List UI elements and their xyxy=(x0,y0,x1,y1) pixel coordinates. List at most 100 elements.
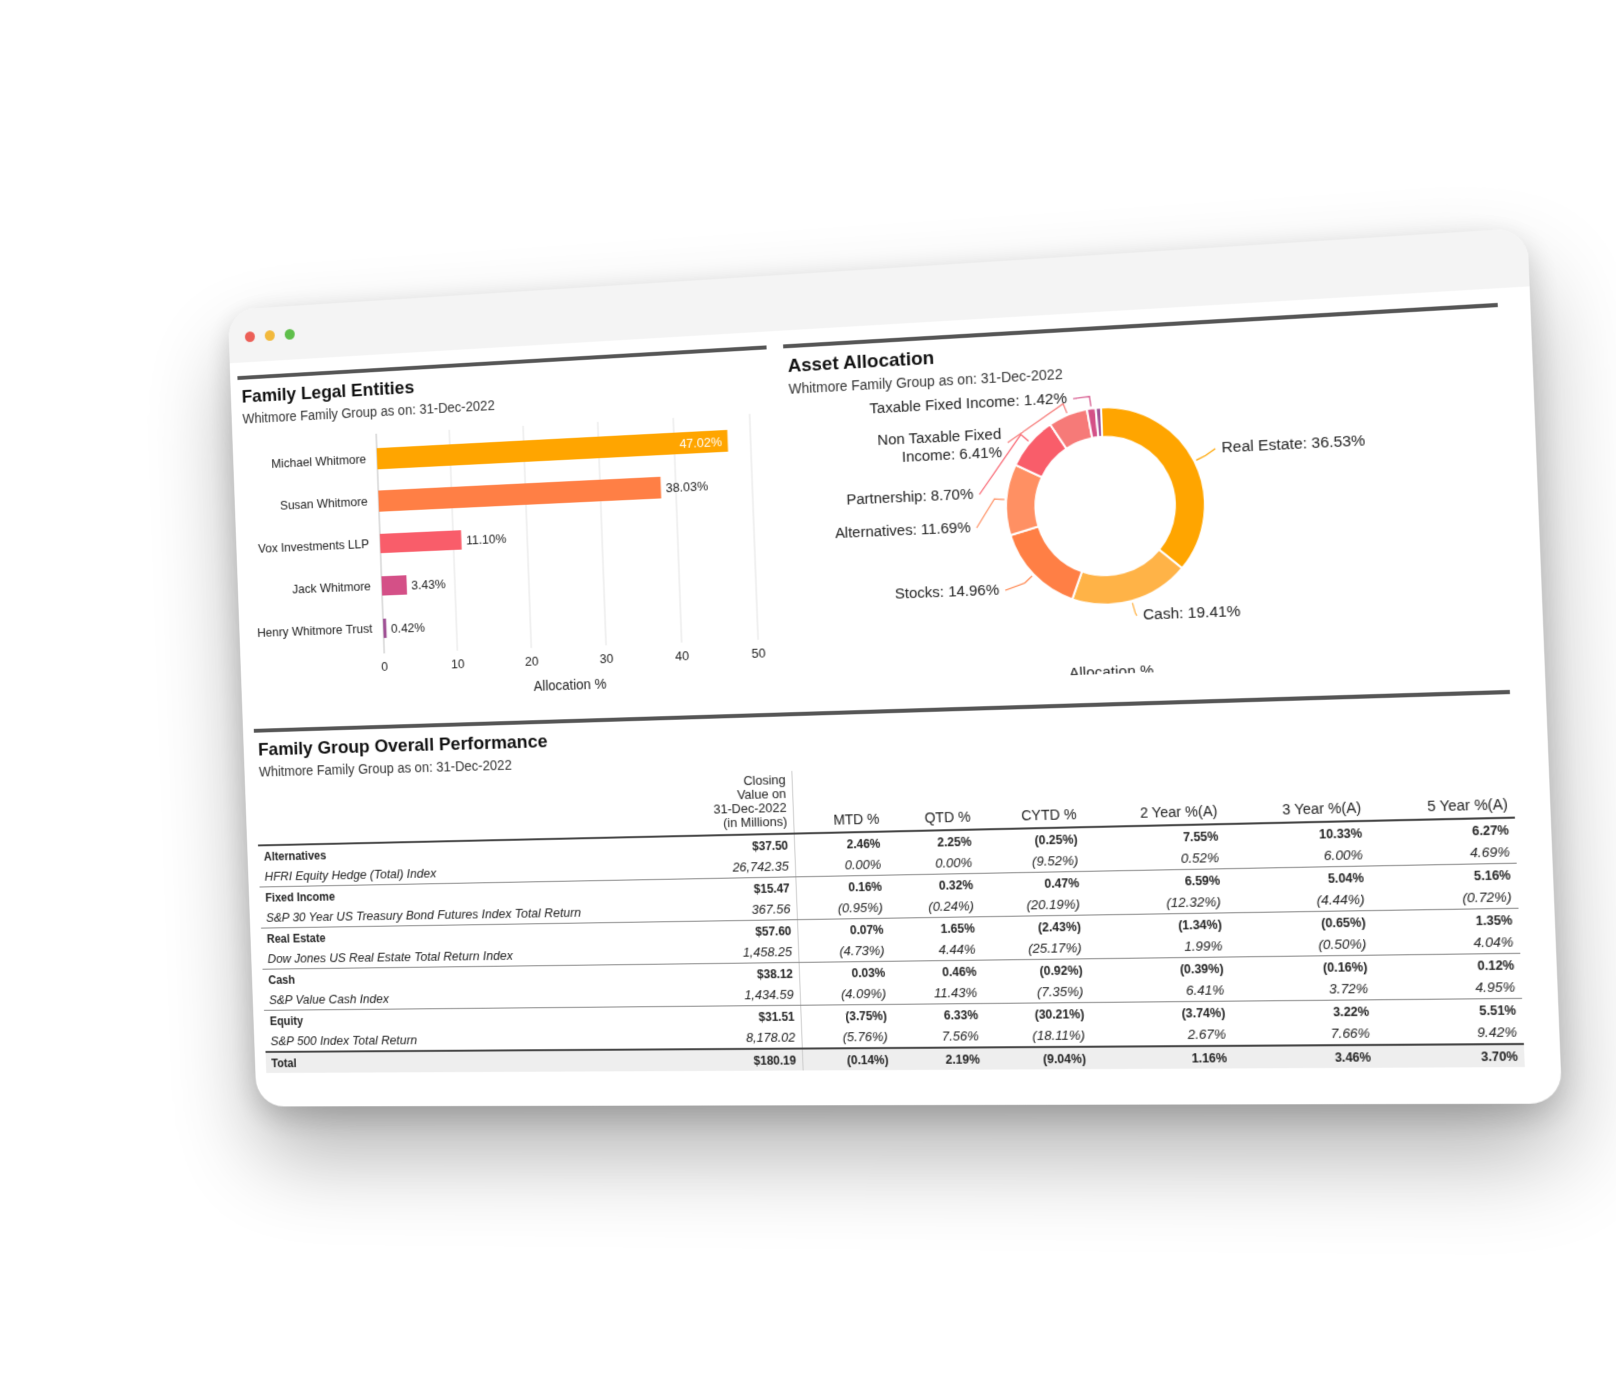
cell-value: (0.16%) xyxy=(1229,955,1374,979)
cell-value: $37.50 xyxy=(660,834,795,859)
column-header-qtd: QTD % xyxy=(883,766,977,832)
cell-value: 1.35% xyxy=(1372,908,1520,933)
cell-value: (3.75%) xyxy=(800,1004,893,1026)
x-tick-label: 50 xyxy=(751,645,766,660)
row-label-total: Total xyxy=(266,1049,669,1073)
column-header-mtd: MTD % xyxy=(792,768,886,833)
donut-slice xyxy=(1010,525,1083,602)
cell-value: (0.25%) xyxy=(977,827,1084,852)
column-header-cytd: CYTD % xyxy=(975,763,1084,829)
data-label: 11.10% xyxy=(466,531,507,547)
cell-value: (20.19%) xyxy=(980,893,1087,917)
category-label: Jack Whitmore xyxy=(292,579,371,597)
cell-value: (0.24%) xyxy=(888,895,980,918)
cell-value: (1.34%) xyxy=(1087,913,1229,937)
cell-value: (12.32%) xyxy=(1086,891,1228,915)
cell-value: 6.41% xyxy=(1089,979,1231,1002)
category-label: Michael Whitmore xyxy=(271,452,366,471)
entities-bar-chart: 0 10 20 30 40 50 Michael Whitmore 47.02% Susan W… xyxy=(239,397,779,702)
x-tick-label: 0 xyxy=(381,659,388,674)
category-label: Vox Investments LLP xyxy=(258,536,370,555)
x-tick-label: 20 xyxy=(525,654,539,669)
cell-value: 0.07% xyxy=(797,918,890,941)
cell-value: 1.99% xyxy=(1087,935,1229,959)
slice-label: Stocks: 14.96% xyxy=(895,582,1000,602)
cell-value: (25.17%) xyxy=(981,937,1088,960)
cell-value: $38.12 xyxy=(665,962,800,985)
cell-value: (0.14%) xyxy=(802,1048,895,1070)
cell-value: 0.47% xyxy=(979,871,1086,895)
slice-label: Alternatives: 11.69% xyxy=(835,520,971,542)
cell-value: $57.60 xyxy=(663,920,798,943)
cell-value: 3.72% xyxy=(1230,977,1375,1001)
cell-value: (4.44%) xyxy=(1227,888,1372,913)
donut-slice xyxy=(1101,402,1207,571)
data-label: 47.02% xyxy=(679,434,722,451)
data-label: 0.42% xyxy=(391,620,426,636)
cell-value: 8,178.02 xyxy=(667,1027,802,1050)
asset-allocation-panel: Asset Allocation Whitmore Family Group a… xyxy=(783,303,1512,682)
slice-label: Cash: 19.41% xyxy=(1143,604,1241,624)
cell-value: 3.70% xyxy=(1377,1044,1525,1068)
cell-value: 0.32% xyxy=(888,873,980,896)
cell-value: 0.12% xyxy=(1373,953,1521,977)
maximize-window-button[interactable] xyxy=(285,329,295,340)
cell-value: 5.51% xyxy=(1375,998,1523,1022)
cell-value: (5.76%) xyxy=(801,1026,894,1049)
slice-label: Real Estate: 36.53% xyxy=(1221,433,1365,457)
cell-value: 4.44% xyxy=(890,938,982,961)
cell-value: 3.22% xyxy=(1231,1000,1376,1023)
cell-value: 4.95% xyxy=(1374,976,1522,1000)
cell-value: 1.65% xyxy=(889,917,981,940)
leader-line xyxy=(1005,576,1033,590)
leader-line xyxy=(976,498,1006,527)
cell-value: (9.04%) xyxy=(985,1047,1092,1070)
cell-value: 3.46% xyxy=(1233,1045,1378,1069)
slice-label: Non Taxable FixedIncome: 6.41% xyxy=(877,427,1002,467)
family-legal-entities-panel: Family Legal Entities Whitmore Family Gr… xyxy=(237,345,779,700)
cell-value: 0.16% xyxy=(796,875,889,898)
gridline xyxy=(750,414,759,640)
cell-value: (4.73%) xyxy=(798,940,891,963)
slice-label: Partnership: 8.70% xyxy=(846,487,973,509)
cell-value: 2.19% xyxy=(894,1047,986,1070)
slice-label-line: Income: 6.41% xyxy=(902,445,1003,466)
x-tick-label: 10 xyxy=(451,656,465,671)
cell-value: 7.55% xyxy=(1083,824,1225,849)
leader-line xyxy=(1132,603,1136,616)
leader-line xyxy=(1196,449,1216,461)
cell-value: 26,742.35 xyxy=(661,855,796,879)
minimize-window-button[interactable] xyxy=(265,330,275,341)
close-window-button[interactable] xyxy=(245,331,255,342)
asset-allocation-donut-chart: Real Estate: 36.53% Cash: 19.41% Stocks: 1… xyxy=(785,357,1512,684)
chart-axis-title: Allocation % xyxy=(1069,663,1154,682)
cell-value: (0.72%) xyxy=(1371,886,1519,911)
cell-value: (0.65%) xyxy=(1228,911,1373,935)
column-header-name xyxy=(256,775,660,846)
column-header-3-year: 3 Year %(A) xyxy=(1222,756,1368,824)
cell-value: 2.67% xyxy=(1091,1023,1233,1046)
cell-value: (4.09%) xyxy=(800,983,893,1005)
cell-value: 0.52% xyxy=(1084,847,1226,872)
cell-value: 5.04% xyxy=(1226,866,1371,891)
x-tick-label: 30 xyxy=(599,651,613,666)
cell-value: 5.16% xyxy=(1370,863,1518,888)
x-axis-title: Allocation % xyxy=(533,676,606,694)
cell-value: 2.46% xyxy=(794,832,887,856)
cell-value: $15.47 xyxy=(662,877,797,901)
cell-value: 1,458.25 xyxy=(664,941,799,964)
cell-value: 4.04% xyxy=(1372,931,1520,955)
cell-value: (0.92%) xyxy=(982,959,1089,982)
cell-value: (9.52%) xyxy=(978,850,1085,874)
cell-value: 1,434.59 xyxy=(666,984,801,1007)
cell-value: 1.16% xyxy=(1092,1046,1234,1069)
cell-value: (0.39%) xyxy=(1088,957,1230,981)
column-header-5-year: 5 Year %(A) xyxy=(1365,752,1514,821)
closing-header-line: (in Millions) xyxy=(665,815,787,832)
cell-value: 11.43% xyxy=(892,982,984,1005)
column-header-2-year: 2 Year %(A) xyxy=(1081,759,1224,827)
cell-value: 0.00% xyxy=(887,852,979,875)
cell-value: 10.33% xyxy=(1224,821,1369,847)
cell-value: 6.33% xyxy=(892,1003,984,1025)
